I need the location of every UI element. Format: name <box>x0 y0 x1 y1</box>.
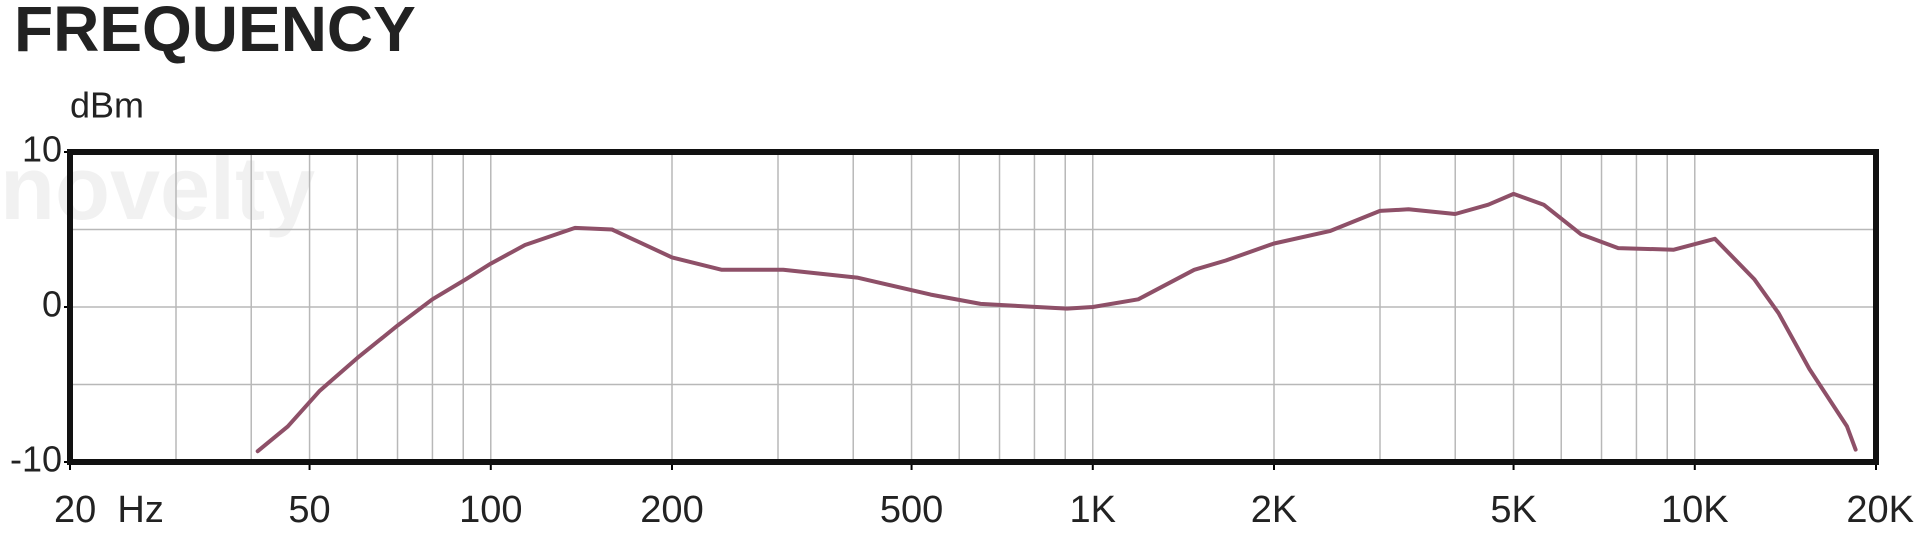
y-axis-label: dBm <box>70 85 144 126</box>
x-tick-label: 1K <box>1070 489 1116 531</box>
x-tick-label: 20 Hz <box>54 489 164 531</box>
x-tick-label: 500 <box>880 489 943 531</box>
x-tick-label: 5K <box>1490 489 1536 531</box>
x-tick-label: 50 <box>288 489 330 531</box>
watermark: novelty <box>0 139 315 239</box>
x-tick-label: 10K <box>1661 489 1729 531</box>
x-tick-label: 2K <box>1251 489 1297 531</box>
plot-frame <box>67 149 1879 465</box>
y-tick-label: 10 <box>22 129 62 170</box>
x-tick-label: 200 <box>640 489 703 531</box>
y-tick-label: -10 <box>10 439 62 480</box>
y-tick-label: 0 <box>42 284 62 325</box>
x-tick-label: 100 <box>459 489 522 531</box>
x-tick-label: 20K <box>1846 489 1914 531</box>
response-curve <box>255 191 1858 454</box>
chart-title: FREQUENCY <box>14 0 416 65</box>
